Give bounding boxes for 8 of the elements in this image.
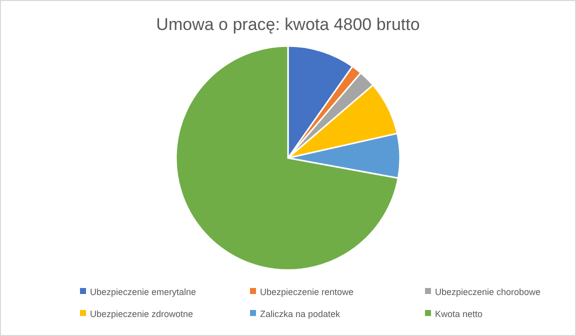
legend-label: Ubezpieczenie rentowe <box>260 287 354 297</box>
pie-slice <box>175 45 399 271</box>
legend-label: Zaliczka na podatek <box>260 309 341 319</box>
legend-label: Kwota netto <box>435 309 483 319</box>
legend-label: Ubezpieczenie zdrowotne <box>90 309 194 319</box>
legend-label: Ubezpieczenie chorobowe <box>435 287 541 297</box>
chart-title: Umowa o pracę: kwota 4800 brutto <box>156 15 420 34</box>
legend-label: Ubezpieczenie emerytalne <box>90 287 196 297</box>
